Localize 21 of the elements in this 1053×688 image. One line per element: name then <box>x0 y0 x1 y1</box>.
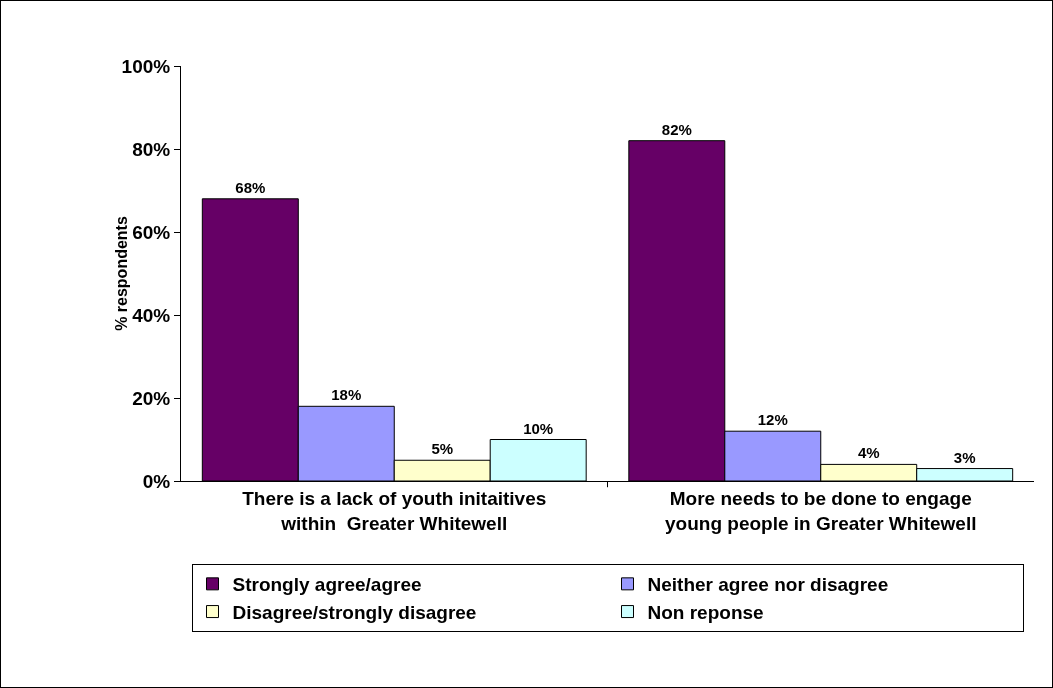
y-tick-label: 60% <box>132 221 171 243</box>
legend-label: Non reponse <box>647 601 764 623</box>
legend-label: Strongly agree/agree <box>232 574 422 596</box>
data-label: 82% <box>661 120 692 138</box>
legend-label: Neither agree nor disagree <box>647 574 889 596</box>
data-label: 3% <box>953 448 976 466</box>
data-label: 10% <box>523 419 554 437</box>
legend-label: Disagree/strongly disagree <box>232 601 477 623</box>
x-tick-label: More needs to be done to engage young people in Greater Whitewell <box>665 487 977 534</box>
y-tick-label: 20% <box>132 387 171 409</box>
x-tick-label: There is a lack of youth initaitives within Greater Whitewell <box>242 487 547 534</box>
y-tick-label: 80% <box>132 138 171 160</box>
y-tick-label: 100% <box>121 55 171 77</box>
data-label: 5% <box>431 440 454 458</box>
data-label: 4% <box>857 444 880 462</box>
y-tick-label: 0% <box>142 470 171 492</box>
data-label: 18% <box>331 386 362 404</box>
data-label: 12% <box>757 411 788 429</box>
y-tick-label: 40% <box>132 304 171 326</box>
data-label: 68% <box>235 178 266 196</box>
y-axis-title: % respondents <box>113 216 131 331</box>
